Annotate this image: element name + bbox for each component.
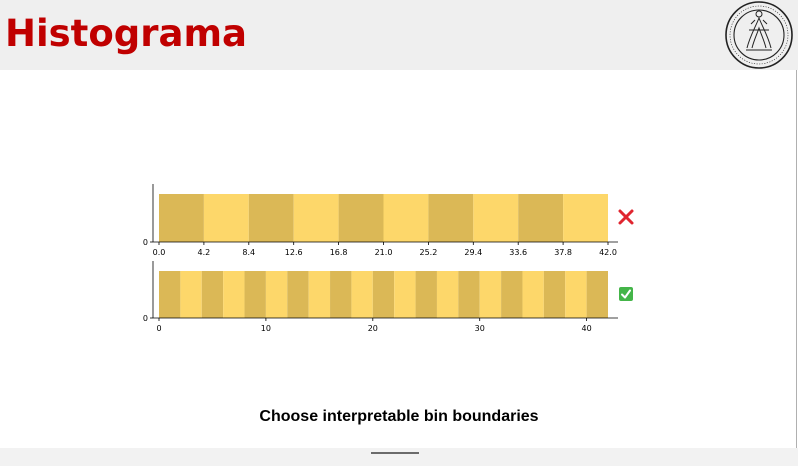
histogram-bar [586, 271, 608, 318]
x-tick-label: 42.0 [599, 248, 617, 257]
x-tick-label: 30 [475, 324, 485, 333]
histogram-bar [330, 271, 352, 318]
histogram-bar [522, 271, 544, 318]
histogram-bar [501, 271, 523, 318]
check-mark-icon [619, 287, 633, 301]
histogram-bar [223, 271, 245, 318]
histogram-bar [293, 194, 339, 242]
histogram-bar [473, 194, 519, 242]
histogram-bar [394, 271, 416, 318]
histogram-bar [543, 271, 566, 318]
histogram-bar [372, 271, 395, 318]
x-tick-label: 25.2 [419, 248, 437, 257]
slide-progress-indicator [371, 452, 419, 454]
slide-footer [0, 448, 798, 466]
y-tick-label: 0 [143, 314, 148, 323]
histogram-bar [428, 194, 474, 242]
slide-right-border [796, 70, 797, 450]
x-tick-label: 37.8 [554, 248, 572, 257]
x-tick-label: 20 [368, 324, 378, 333]
histogram-bar [248, 194, 294, 242]
slide-title: Histograma [5, 12, 247, 55]
y-tick-label: 0 [143, 238, 148, 247]
histogram-bar [563, 194, 608, 242]
x-tick-label: 8.4 [242, 248, 255, 257]
x-tick-label: 21.0 [375, 248, 393, 257]
histogram-bar [201, 271, 224, 318]
slide-caption: Choose interpretable bin boundaries [259, 408, 539, 425]
histogram-bar [415, 271, 437, 318]
histogram-bar [265, 271, 288, 318]
histogram-bar [180, 271, 202, 318]
histogram-bar [287, 271, 309, 318]
histogram-bar [203, 194, 249, 242]
x-tick-label: 10 [261, 324, 271, 333]
histogram-bar [458, 271, 480, 318]
histogram-bar [338, 194, 384, 242]
histogram-bar [308, 271, 331, 318]
x-tick-label: 40 [582, 324, 592, 333]
histogram-bar [159, 194, 204, 242]
cross-mark-icon [618, 209, 634, 225]
x-tick-label: 12.6 [285, 248, 303, 257]
histogram-bar [479, 271, 502, 318]
histogram-bar [351, 271, 373, 318]
x-tick-label: 33.6 [509, 248, 527, 257]
histogram-bar [159, 271, 181, 318]
x-tick-label: 0 [156, 324, 161, 333]
slide-header: Histograma [0, 0, 798, 70]
x-tick-label: 0.0 [153, 248, 166, 257]
histogram-bar [436, 271, 459, 318]
x-tick-label: 16.8 [330, 248, 348, 257]
university-seal-icon [725, 1, 793, 69]
histogram-bar [244, 271, 266, 318]
x-tick-label: 4.2 [198, 248, 211, 257]
histogram-bar [383, 194, 429, 242]
histogram-bar [518, 194, 564, 242]
x-tick-label: 29.4 [464, 248, 482, 257]
histogram-bar [565, 271, 587, 318]
